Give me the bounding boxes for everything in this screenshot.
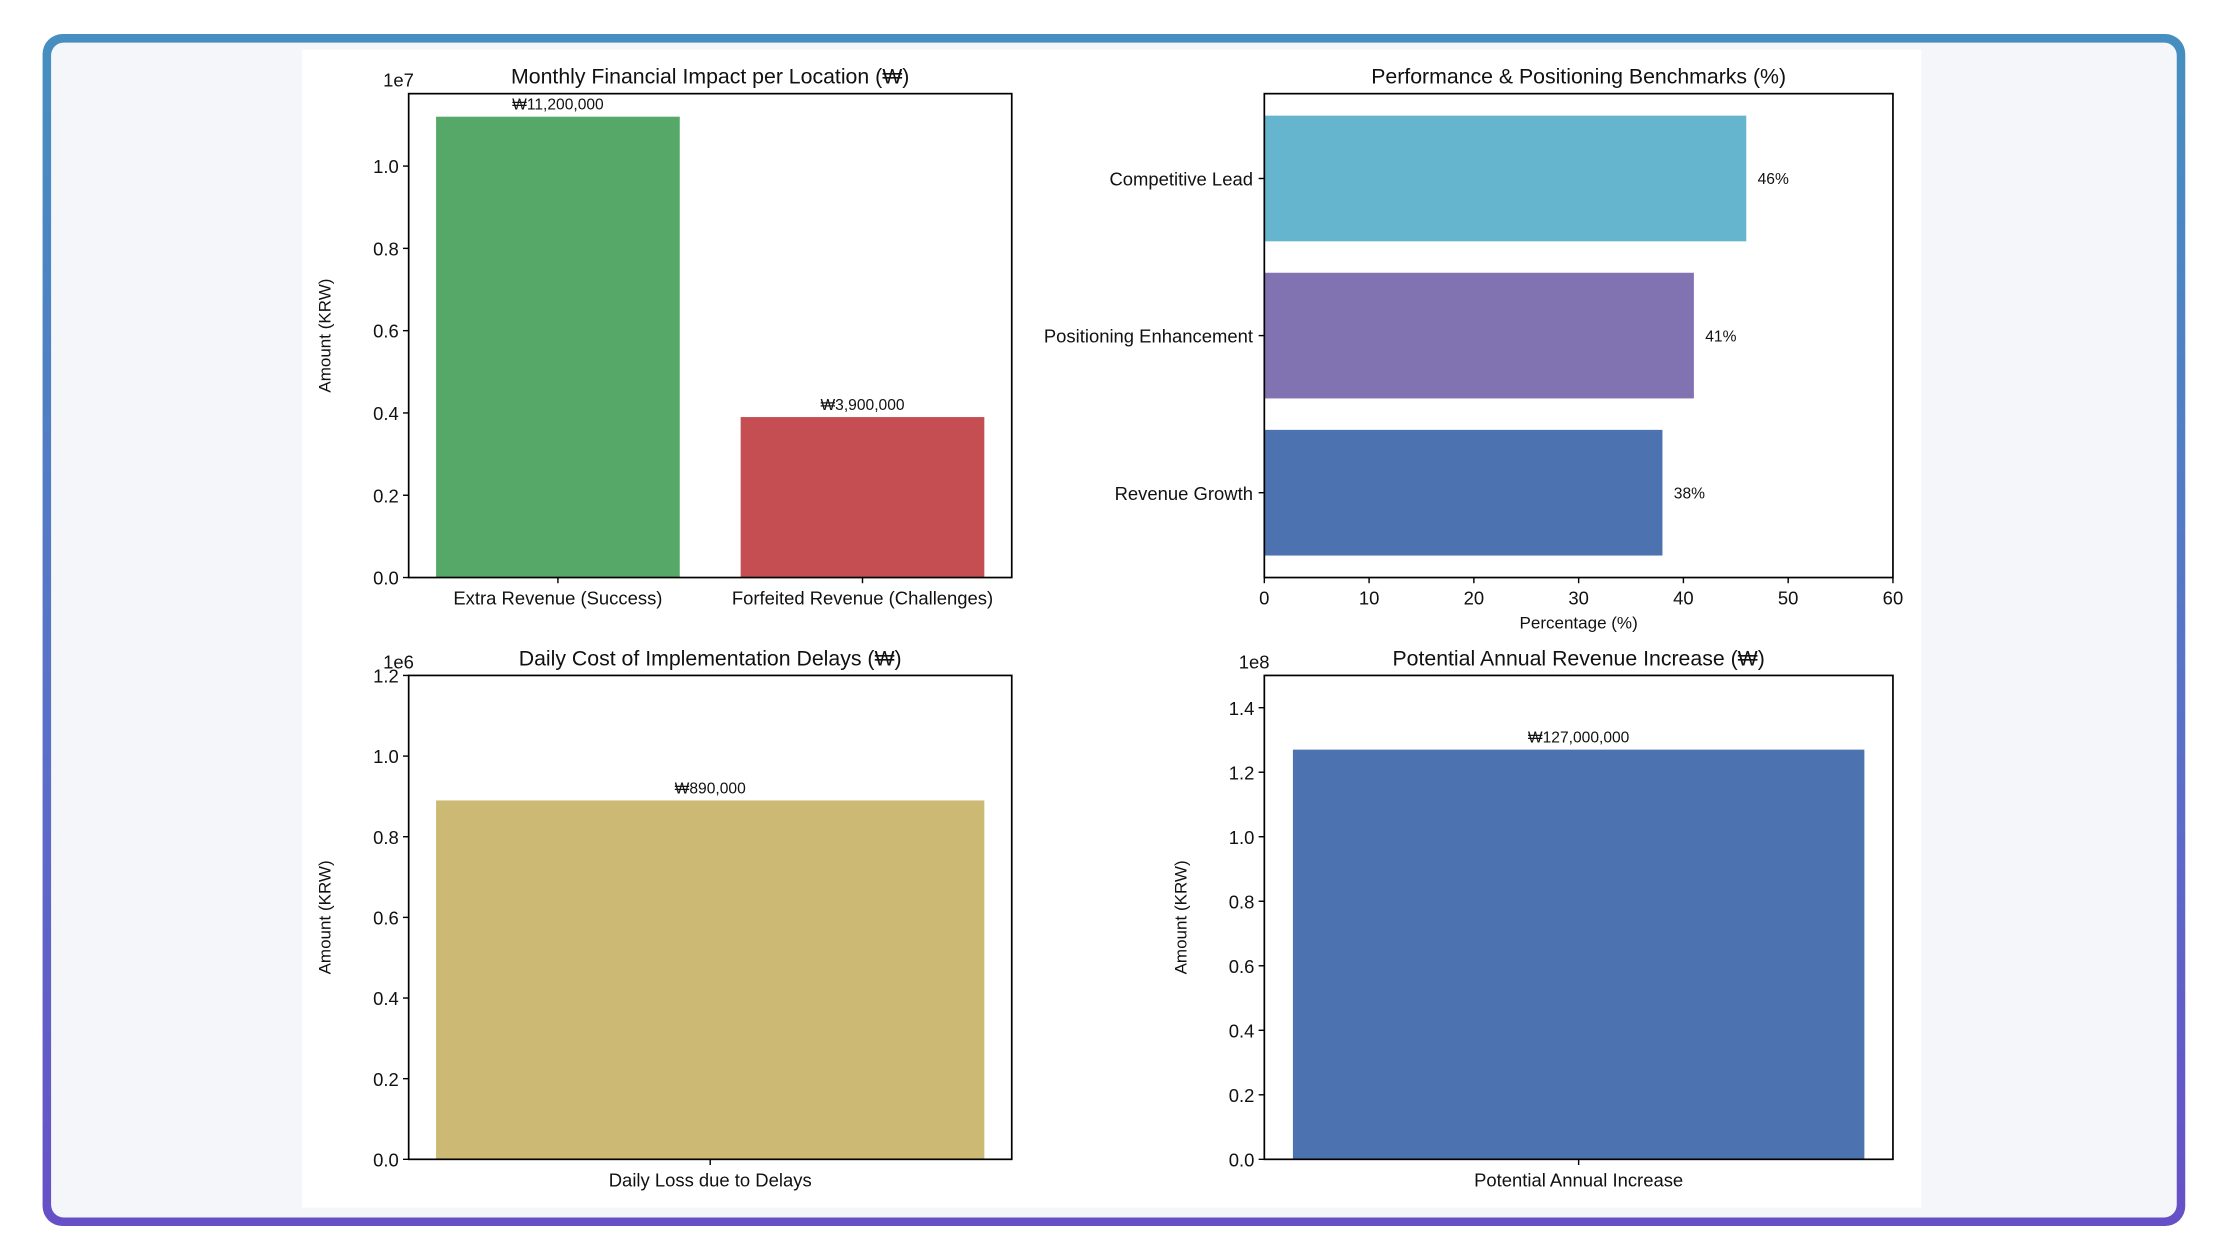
y-tick-label: 0.8: [373, 238, 399, 259]
x-tick-label: 60: [1883, 587, 1904, 608]
y-tick-label: Competitive Lead: [1109, 169, 1253, 190]
bar: [436, 800, 985, 1160]
y-tick-label: 1.2: [373, 666, 399, 687]
x-tick-label: 40: [1673, 587, 1694, 608]
y-tick-label: 0.8: [373, 827, 399, 848]
x-tick-label: Extra Revenue (Success): [453, 587, 662, 608]
y-axis-label: Amount (KRW): [316, 279, 335, 393]
y-tick-label: 0.0: [1229, 1149, 1255, 1170]
x-tick-label: Daily Loss due to Delays: [609, 1169, 812, 1190]
chart-2: Performance & Positioning Benchmarks (%)…: [1044, 65, 1903, 633]
chart-4: Potential Annual Revenue Increase (₩) ₩12…: [1171, 647, 1894, 1190]
bar-data-label: ₩127,000,000: [1528, 730, 1630, 747]
y-axis-label: Amount (KRW): [316, 860, 335, 974]
figure-svg: Monthly Financial Impact per Location (₩…: [316, 65, 1904, 1191]
chart-title: Monthly Financial Impact per Location (₩…: [511, 65, 909, 89]
bar: [1264, 272, 1694, 399]
y-tick-label: 0.2: [1229, 1085, 1255, 1106]
axis-offset-label: 1e8: [1239, 651, 1270, 672]
bar-data-label: ₩3,900,000: [820, 397, 904, 414]
y-tick-label: 0.8: [1229, 891, 1255, 912]
plot-frame: [1263, 674, 1894, 1161]
x-tick-label: 0: [1259, 587, 1269, 608]
figure-canvas: Monthly Financial Impact per Location (₩…: [302, 49, 1922, 1208]
x-tick-label: 50: [1778, 587, 1799, 608]
chart-3: Daily Cost of Implementation Delays (₩) ₩…: [316, 647, 1013, 1190]
y-tick-label: 0.0: [373, 568, 399, 589]
y-tick-label: 1.0: [373, 156, 399, 177]
y-axis-label: Amount (KRW): [1171, 860, 1190, 974]
plot-frame: [407, 92, 1013, 579]
bar: [1292, 749, 1865, 1160]
x-axis-label: Percentage (%): [1520, 614, 1638, 633]
y-tick-label: Revenue Growth: [1115, 483, 1253, 504]
y-tick-label: 0.2: [373, 1069, 399, 1090]
bar-data-label: 38%: [1674, 485, 1705, 502]
x-tick-label: Potential Annual Increase: [1474, 1169, 1683, 1190]
bar-data-label: ₩890,000: [675, 780, 746, 797]
bar-data-label: ₩11,200,000: [512, 97, 604, 114]
x-tick-label: 10: [1359, 587, 1380, 608]
y-tick-label: 0.0: [373, 1149, 399, 1170]
axis-offset-label: 1e6: [383, 651, 414, 672]
y-tick-label: 0.4: [1229, 1020, 1255, 1041]
chart-title: Daily Cost of Implementation Delays (₩): [519, 647, 902, 671]
x-tick-label: 30: [1568, 587, 1589, 608]
bar-data-label: 46%: [1758, 171, 1789, 188]
y-tick-label: 1.0: [373, 746, 399, 767]
y-tick-label: 1.2: [1229, 762, 1255, 783]
y-tick-label: 1.0: [1229, 827, 1255, 848]
y-tick-label: 0.4: [373, 403, 399, 424]
y-tick-label: 0.2: [373, 485, 399, 506]
y-tick-label: Positioning Enhancement: [1044, 326, 1253, 347]
plot-frame: [407, 674, 1013, 1161]
plot-frame: [1263, 92, 1894, 579]
bar: [740, 417, 985, 578]
chart-title: Potential Annual Revenue Increase (₩): [1392, 647, 1764, 671]
y-tick-label: 0.6: [1229, 956, 1255, 977]
bar: [1264, 429, 1663, 556]
bar: [1264, 115, 1747, 242]
y-tick-label: 0.6: [373, 321, 399, 342]
chart-1: Monthly Financial Impact per Location (₩…: [316, 65, 1013, 608]
chart-title: Performance & Positioning Benchmarks (%): [1371, 65, 1786, 89]
axis-offset-label: 1e7: [383, 70, 414, 91]
x-tick-label: Forfeited Revenue (Challenges): [732, 587, 993, 608]
y-tick-label: 0.4: [373, 988, 399, 1009]
y-tick-label: 0.6: [373, 907, 399, 928]
bar: [436, 116, 680, 578]
x-tick-label: 20: [1464, 587, 1485, 608]
y-tick-label: 1.4: [1229, 698, 1255, 719]
bar-data-label: 41%: [1705, 328, 1736, 345]
